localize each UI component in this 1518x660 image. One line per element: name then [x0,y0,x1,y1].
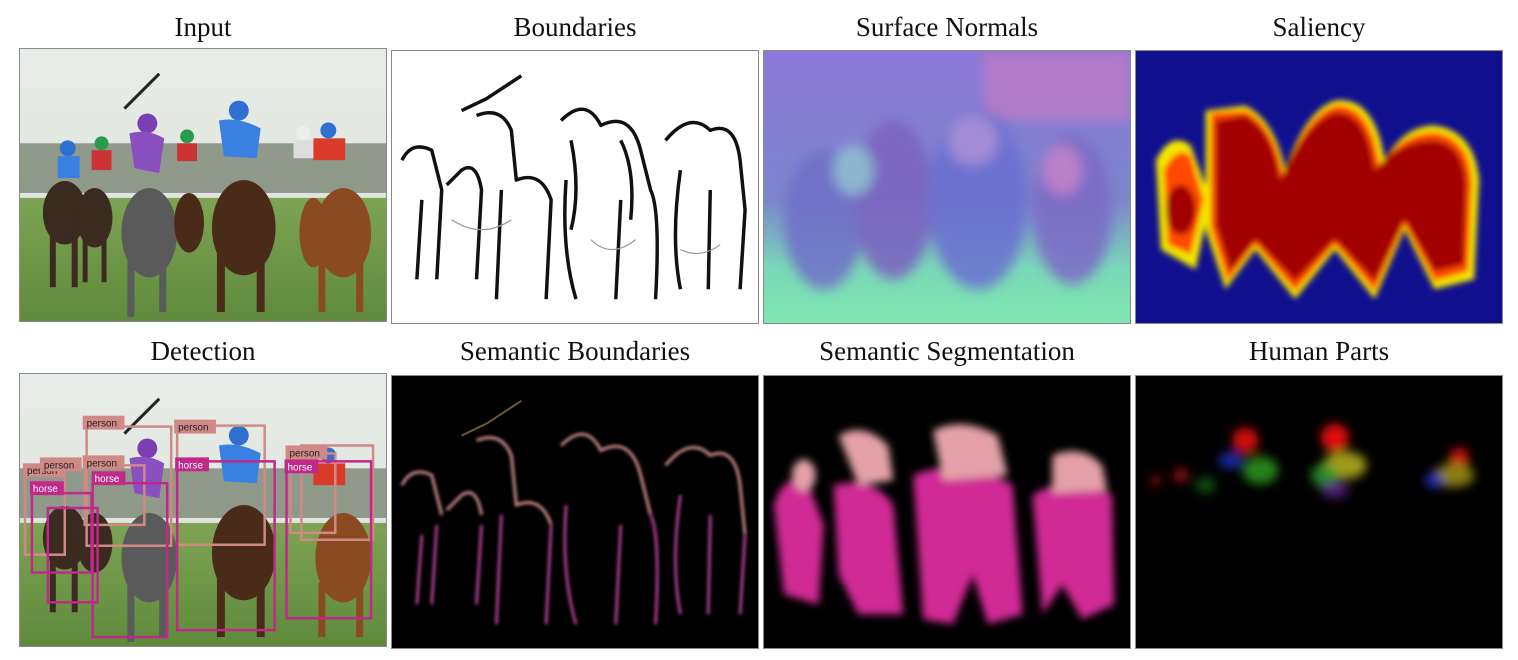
panel-caption: Semantic Boundaries [459,336,691,366]
horse-box [91,481,169,639]
panel-human-parts: Human Parts [1135,336,1503,649]
human-parts-image [1135,375,1503,649]
person-box [85,425,173,547]
panel-caption: Boundaries [513,12,637,42]
boundaries-image [391,50,759,324]
detection-label: person [87,419,117,430]
horse-box [285,460,373,620]
panel-caption: Semantic Segmentation [819,336,1075,366]
detection-label: horse [95,474,120,485]
panel-caption: Input [174,12,232,42]
detection-label: horse [178,460,203,471]
panel-semantic-boundaries: Semantic Boundaries [391,336,759,649]
horse-box [46,506,99,604]
semantic-boundaries-image [391,375,759,649]
detection-label: person [178,423,208,434]
panel-caption: Human Parts [1248,336,1390,366]
detection-image: person person person person person perso… [19,373,387,647]
detection-label: person [290,448,320,459]
person-box [300,444,375,542]
detection-label: horse [288,462,313,473]
detection-label: horse [33,484,58,495]
panel-detection: Detection [19,336,387,648]
detection-label: person [87,458,117,469]
horse-box [175,460,276,632]
detection-label: person [44,460,74,471]
surface-normals-image [763,50,1131,324]
panel-semantic-segmentation: Semantic Segmentation [763,336,1131,649]
semantic-segmentation-image [763,375,1131,649]
panel-saliency: Saliency [1135,12,1503,324]
detection-label: person [27,466,57,477]
panel-surface-normals: Surface Normals [763,12,1131,324]
panel-input: Input [19,12,387,322]
saliency-image [1135,50,1503,324]
panel-boundaries: Boundaries [391,12,759,324]
input-image [19,48,387,322]
panel-caption: Surface Normals [855,12,1039,42]
panel-caption: Detection [150,336,256,366]
panel-caption: Saliency [1272,12,1366,42]
